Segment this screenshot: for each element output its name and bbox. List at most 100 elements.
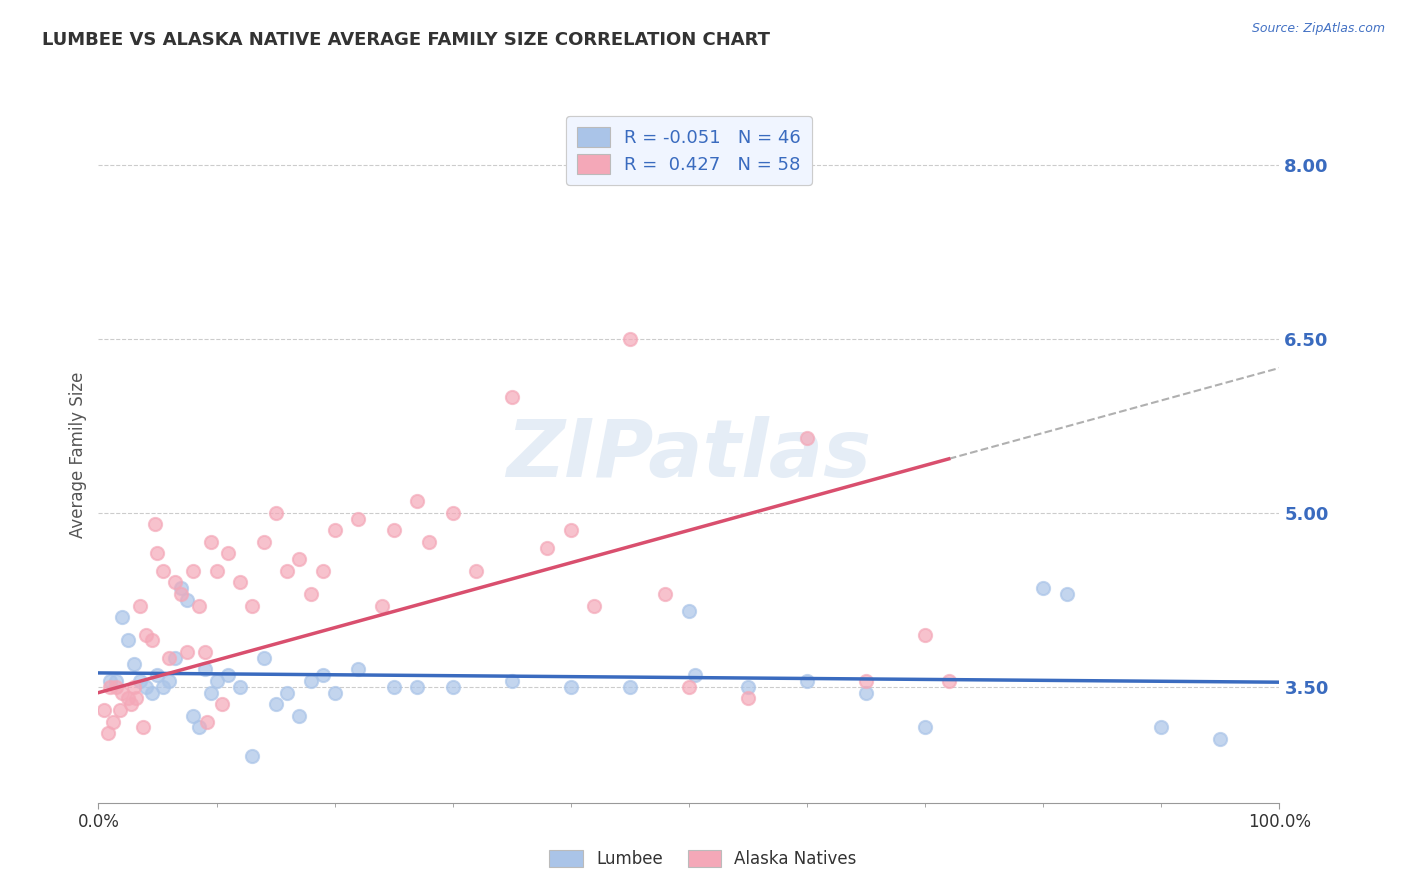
Point — [152, 564, 174, 578]
Point — [165, 651, 187, 665]
Point — [111, 685, 134, 699]
Point — [855, 674, 877, 689]
Point — [108, 703, 131, 717]
Point — [1150, 721, 1173, 735]
Legend: R = -0.051   N = 46, R =  0.427   N = 58: R = -0.051 N = 46, R = 0.427 N = 58 — [567, 116, 811, 185]
Point — [288, 708, 311, 723]
Point — [240, 749, 263, 764]
Point — [299, 587, 322, 601]
Point — [323, 685, 346, 699]
Point — [141, 633, 163, 648]
Point — [205, 564, 228, 578]
Point — [264, 506, 287, 520]
Point — [1056, 587, 1078, 601]
Point — [194, 645, 217, 659]
Text: Source: ZipAtlas.com: Source: ZipAtlas.com — [1251, 22, 1385, 36]
Point — [125, 691, 148, 706]
Point — [98, 674, 121, 689]
Point — [796, 674, 818, 689]
Point — [938, 674, 960, 689]
Point — [135, 680, 157, 694]
Point — [211, 698, 233, 712]
Point — [143, 517, 166, 532]
Point — [217, 546, 239, 560]
Point — [141, 685, 163, 699]
Point — [914, 721, 936, 735]
Point — [312, 564, 335, 578]
Point — [678, 680, 700, 694]
Point — [312, 668, 335, 682]
Point — [194, 662, 217, 677]
Point — [157, 651, 180, 665]
Point — [170, 582, 193, 596]
Point — [93, 703, 115, 717]
Point — [229, 680, 252, 694]
Text: ZIPatlas: ZIPatlas — [506, 416, 872, 494]
Point — [195, 714, 218, 729]
Point — [217, 668, 239, 682]
Point — [406, 494, 429, 508]
Point — [855, 685, 877, 699]
Point — [152, 680, 174, 694]
Point — [122, 657, 145, 671]
Point — [299, 674, 322, 689]
Point — [406, 680, 429, 694]
Point — [501, 390, 523, 404]
Point — [146, 546, 169, 560]
Point — [98, 680, 121, 694]
Point — [382, 680, 405, 694]
Point — [117, 633, 139, 648]
Point — [737, 680, 759, 694]
Point — [560, 523, 582, 537]
Point — [97, 726, 120, 740]
Point — [276, 564, 298, 578]
Point — [536, 541, 558, 555]
Point — [583, 599, 606, 613]
Point — [914, 628, 936, 642]
Point — [501, 674, 523, 689]
Point — [240, 599, 263, 613]
Point — [105, 680, 128, 694]
Point — [176, 592, 198, 607]
Point — [347, 662, 370, 677]
Point — [187, 599, 209, 613]
Point — [135, 628, 157, 642]
Point — [157, 674, 180, 689]
Point — [560, 680, 582, 694]
Point — [619, 680, 641, 694]
Point — [111, 610, 134, 624]
Point — [678, 605, 700, 619]
Point — [187, 721, 209, 735]
Point — [146, 668, 169, 682]
Point — [465, 564, 488, 578]
Point — [181, 708, 204, 723]
Point — [122, 680, 145, 694]
Point — [737, 691, 759, 706]
Point — [382, 523, 405, 537]
Point — [128, 599, 150, 613]
Point — [1032, 582, 1054, 596]
Point — [176, 645, 198, 659]
Point — [323, 523, 346, 537]
Point — [253, 535, 276, 549]
Point — [619, 332, 641, 346]
Y-axis label: Average Family Size: Average Family Size — [69, 372, 87, 538]
Point — [132, 721, 155, 735]
Point — [441, 680, 464, 694]
Point — [181, 564, 204, 578]
Point — [121, 698, 143, 712]
Point — [165, 575, 187, 590]
Point — [200, 535, 222, 549]
Point — [170, 587, 193, 601]
Point — [288, 552, 311, 566]
Point — [654, 587, 676, 601]
Point — [1209, 731, 1232, 746]
Point — [253, 651, 276, 665]
Point — [105, 674, 128, 689]
Point — [128, 674, 150, 689]
Point — [101, 714, 124, 729]
Point — [276, 685, 298, 699]
Legend: Lumbee, Alaska Natives: Lumbee, Alaska Natives — [543, 843, 863, 875]
Point — [796, 431, 818, 445]
Point — [683, 668, 706, 682]
